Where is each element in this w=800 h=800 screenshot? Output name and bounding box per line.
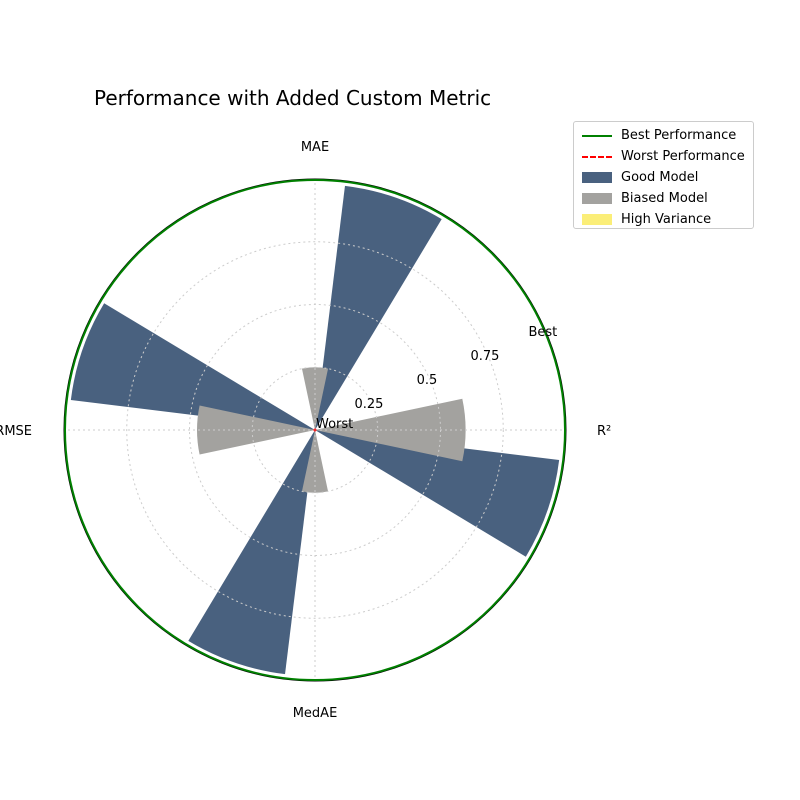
legend-swatch	[582, 129, 612, 143]
chart-title: Performance with Added Custom Metric	[94, 86, 492, 110]
legend-item-high-variance: High Variance	[582, 209, 745, 230]
radial-tick-3: 0.75	[470, 349, 499, 364]
radial-tick-2: 0.5	[417, 373, 438, 388]
grid-circle-3	[126, 241, 504, 619]
ref-line-worst-performance	[313, 428, 317, 432]
axis-label-3: MedAE	[293, 706, 338, 721]
legend-label: Biased Model	[621, 191, 708, 206]
bar-good-model-0	[315, 430, 560, 557]
legend-item-best-performance: Best Performance	[582, 125, 745, 146]
legend-swatch	[582, 193, 612, 204]
bar-good-model-3	[188, 430, 315, 675]
legend-item-biased-model: Biased Model	[582, 188, 745, 209]
ref-line-best-performance	[64, 179, 566, 681]
axis-label-2: RMSE	[0, 424, 32, 439]
legend-item-worst-performance: Worst Performance	[582, 146, 745, 167]
radial-tick-4: Best	[528, 325, 557, 340]
radial-tick-0: Worst	[316, 417, 353, 432]
legend-label: High Variance	[621, 212, 712, 227]
legend-label: Worst Performance	[621, 149, 745, 164]
legend-item-good-model: Good Model	[582, 167, 745, 188]
bars-layer	[70, 185, 560, 675]
bar-good-model-1	[315, 185, 442, 430]
bar-good-model-2	[70, 303, 315, 430]
legend-label: Good Model	[621, 170, 699, 185]
legend: Best Performance Worst Performance Good Mo…	[573, 121, 754, 229]
radial-grid	[63, 178, 567, 682]
legend-label: Best Performance	[621, 128, 737, 143]
bar-biased-model-2	[197, 405, 315, 455]
polar-frame	[63, 178, 567, 682]
legend-swatch	[582, 172, 612, 183]
axis-label-1: MAE	[301, 140, 329, 155]
axis-label-0: R²	[597, 424, 611, 439]
legend-swatch	[582, 150, 612, 164]
grid-circle-1	[251, 366, 379, 494]
radial-tick-1: 0.25	[354, 397, 383, 412]
reference-lines	[64, 179, 566, 681]
legend-swatch	[582, 214, 612, 225]
